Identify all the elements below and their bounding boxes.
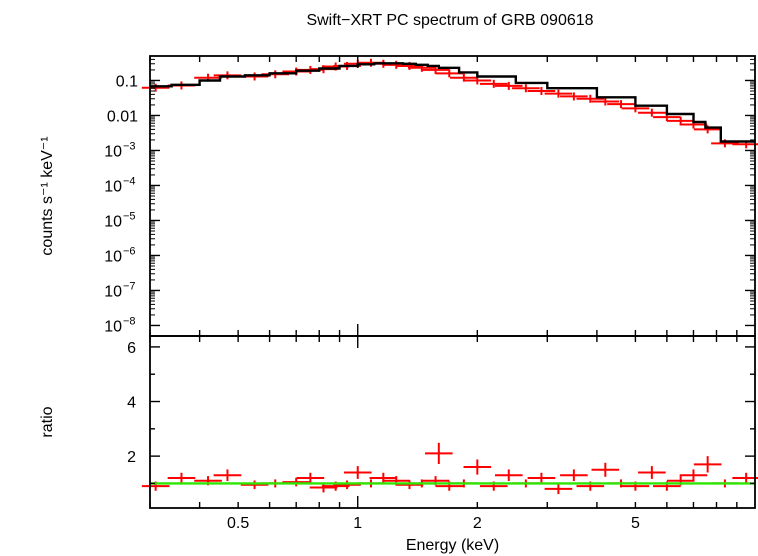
ratio-data-point bbox=[560, 469, 588, 482]
spectrum-data-point bbox=[544, 89, 573, 98]
spectrum-data-point bbox=[638, 108, 666, 117]
spectrum-y-tick-label: 10 bbox=[104, 143, 122, 160]
spectrum-y-tick-label: 0.01 bbox=[107, 108, 138, 125]
spectrum-y-tick-label: 10 bbox=[104, 283, 122, 300]
x-tick-label: 1 bbox=[353, 515, 362, 532]
chart-title: Swift−XRT PC spectrum of GRB 090618 bbox=[306, 12, 593, 29]
spectrum-y-tick-exponent: −6 bbox=[123, 245, 136, 257]
x-tick-label: 5 bbox=[631, 515, 640, 532]
ratio-data-point bbox=[527, 472, 556, 484]
ratio-data-point bbox=[282, 477, 310, 487]
ratio-y-tick-label: 2 bbox=[127, 449, 136, 466]
spectrum-y-tick-label: 10 bbox=[104, 178, 122, 195]
spectrum-y-tick-exponent: −4 bbox=[123, 175, 136, 187]
ratio-data-point bbox=[425, 442, 453, 464]
ratio-axes-frame bbox=[149, 335, 756, 509]
ratio-data-point bbox=[463, 459, 492, 475]
ratio-axis-ticks: 0.5 1 2 5 2 4 6 bbox=[127, 336, 755, 532]
spectrum-axes-frame bbox=[149, 55, 756, 337]
spectrum-model-histogram bbox=[150, 62, 755, 143]
spectrum-data-point bbox=[512, 84, 540, 93]
spectrum-data-point bbox=[479, 79, 508, 88]
spectrum-y-axis-label: counts s⁻¹ keV⁻¹ bbox=[39, 136, 56, 255]
ratio-data-point bbox=[693, 456, 722, 473]
ratio-data-points bbox=[141, 442, 758, 495]
ratio-data-point bbox=[167, 472, 196, 484]
ratio-data-point bbox=[395, 480, 424, 490]
spectrum-y-tick-label: 10 bbox=[104, 248, 122, 265]
ratio-data-point bbox=[591, 462, 620, 477]
ratio-data-point bbox=[494, 469, 523, 482]
ratio-data-point bbox=[296, 472, 325, 484]
ratio-data-point bbox=[213, 469, 242, 482]
ratio-data-point bbox=[333, 480, 361, 490]
ratio-y-axis-label: ratio bbox=[39, 406, 56, 437]
spectrum-y-tick-exponent: −8 bbox=[123, 315, 136, 327]
spectrum-y-tick-exponent: −3 bbox=[123, 140, 136, 152]
spectrum-data-points bbox=[141, 58, 758, 149]
spectrum-data-point bbox=[607, 100, 635, 109]
spectrum-data-point bbox=[591, 97, 620, 106]
spectrum-data-point bbox=[494, 81, 523, 90]
x-tick-label: 2 bbox=[473, 515, 482, 532]
spectrum-y-tick-label: 10 bbox=[104, 213, 122, 230]
spectrum-y-tick-exponent: −7 bbox=[123, 280, 136, 292]
ratio-data-point bbox=[679, 469, 708, 482]
ratio-y-tick-label: 6 bbox=[127, 340, 136, 357]
spectrum-data-point bbox=[463, 76, 492, 85]
spectrum-y-tick-exponent: −5 bbox=[123, 210, 136, 222]
ratio-y-tick-label: 4 bbox=[127, 395, 136, 412]
spectrum-data-point bbox=[576, 94, 605, 103]
x-axis-label: Energy (keV) bbox=[406, 537, 499, 554]
spectrum-data-point bbox=[560, 92, 588, 101]
x-tick-label: 0.5 bbox=[227, 515, 249, 532]
ratio-data-point bbox=[240, 480, 269, 490]
ratio-data-point bbox=[544, 483, 573, 495]
spectrum-data-point bbox=[527, 87, 556, 95]
ratio-data-point bbox=[343, 466, 372, 479]
spectrum-y-tick-label: 0.1 bbox=[116, 73, 138, 90]
ratio-data-point bbox=[638, 466, 666, 479]
ratio-panel: 0.5 1 2 5 2 4 6 bbox=[127, 335, 758, 532]
spectrum-data-point bbox=[141, 83, 170, 92]
spectrum-y-tick-label: 10 bbox=[104, 318, 122, 335]
